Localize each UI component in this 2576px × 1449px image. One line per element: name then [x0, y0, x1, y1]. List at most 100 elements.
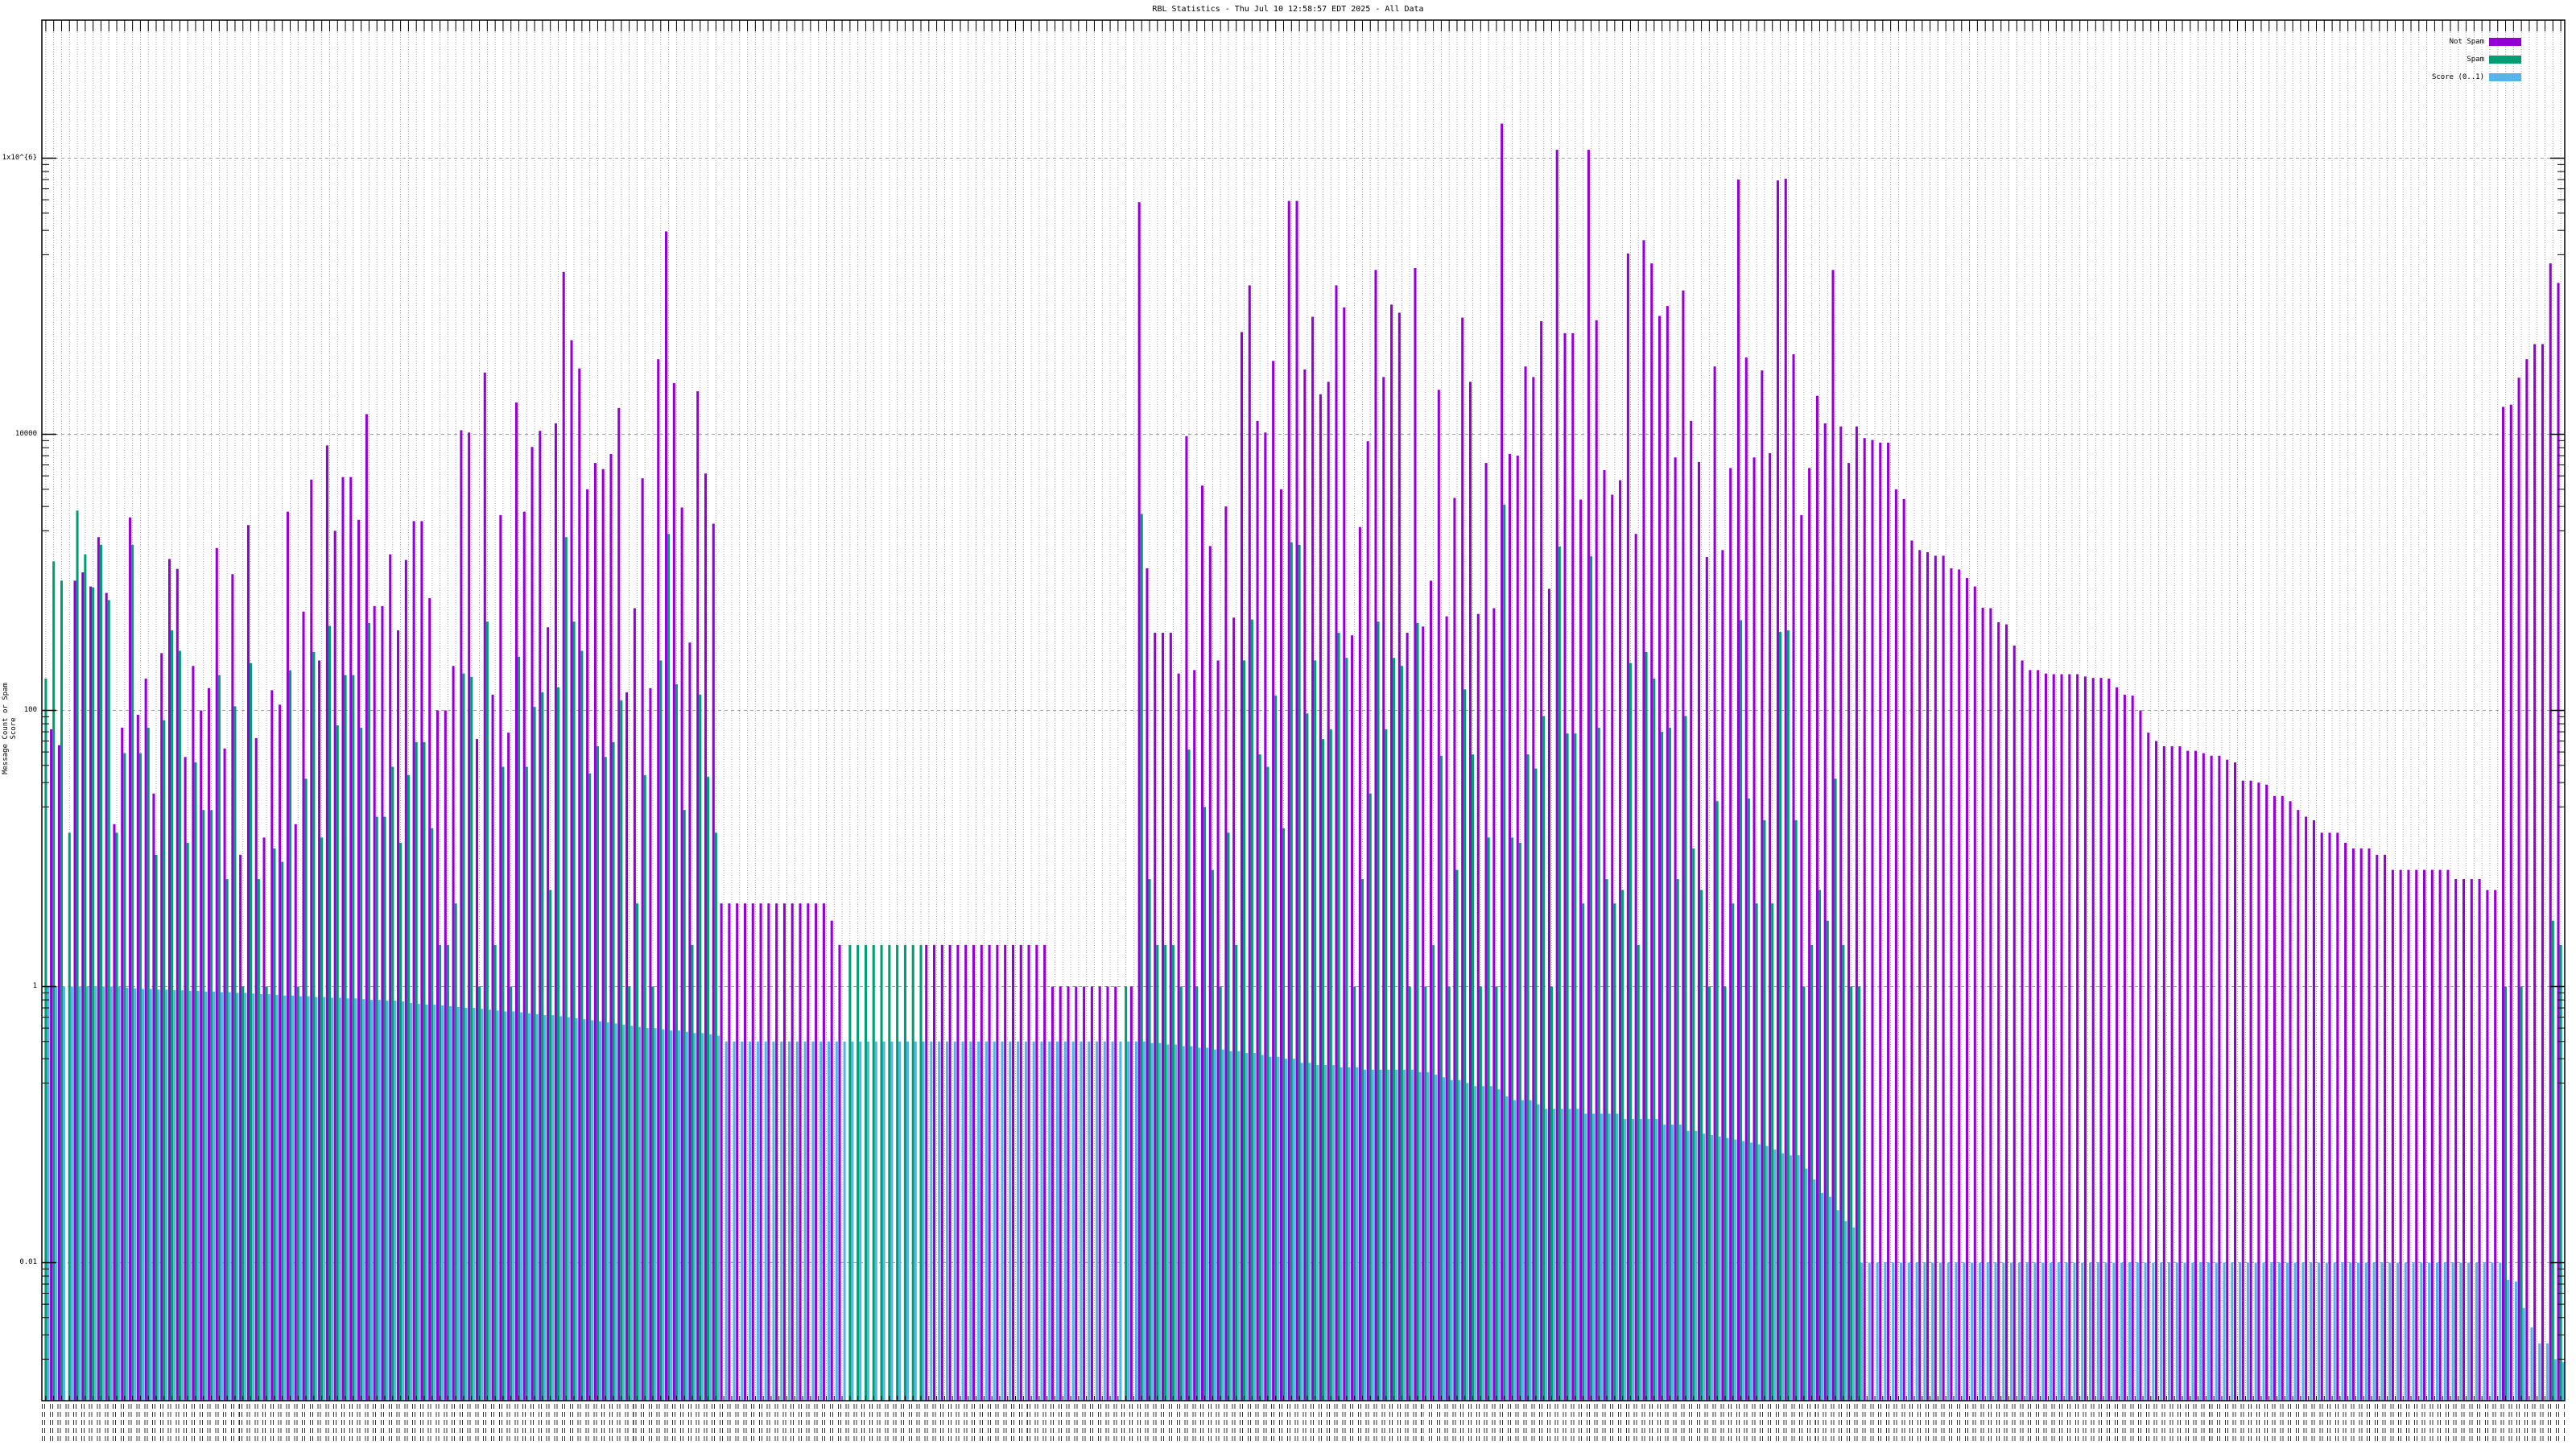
- bar-spam: [107, 600, 110, 1401]
- bar-score: [2167, 1262, 2171, 1401]
- bar-score: [2231, 1262, 2234, 1401]
- bar-not-spam: [89, 586, 93, 1401]
- bar-score: [1387, 1069, 1390, 1401]
- bar-not-spam: [1784, 179, 1787, 1401]
- bar-not-spam: [1272, 361, 1275, 1402]
- bar-spam: [273, 848, 276, 1401]
- bar-not-spam: [184, 757, 187, 1401]
- bar-not-spam: [1311, 316, 1315, 1401]
- bar-not-spam: [2470, 879, 2473, 1401]
- legend-item-spam: Spam: [2467, 56, 2521, 64]
- bar-score: [1553, 1108, 1556, 1401]
- bar-score: [2522, 1307, 2525, 1401]
- bar-not-spam: [1154, 633, 1157, 1401]
- bar-score: [1513, 1100, 1517, 1401]
- bar-spam: [1164, 944, 1167, 1401]
- bar-not-spam: [2044, 673, 2047, 1401]
- grid: [42, 20, 2565, 1401]
- bar-score: [496, 1010, 499, 1401]
- bar-score: [788, 1041, 791, 1401]
- bar-not-spam: [704, 473, 708, 1402]
- bar-spam: [1290, 542, 1293, 1402]
- bar-spam: [478, 986, 481, 1401]
- bar-score: [2128, 1262, 2132, 1401]
- bar-score: [2467, 1262, 2471, 1401]
- bar-score: [1805, 1168, 1808, 1401]
- bar-score: [1229, 1051, 1232, 1401]
- bar-score: [811, 1041, 815, 1401]
- bar-spam: [541, 692, 544, 1401]
- bar-score: [1134, 1041, 1138, 1401]
- bar-not-spam: [1595, 320, 1598, 1402]
- bar-score: [1670, 1125, 1674, 1401]
- y-tick-label: 0.01: [19, 1257, 37, 1266]
- bar-not-spam: [1516, 456, 1519, 1401]
- bar-not-spam: [1453, 497, 1456, 1401]
- bar-spam: [1661, 732, 1664, 1401]
- bar-spam: [288, 670, 292, 1401]
- bar-score: [94, 986, 97, 1401]
- legend-swatch: [2489, 38, 2521, 46]
- bar-not-spam: [2139, 710, 2142, 1401]
- bar-not-spam: [1831, 270, 1835, 1401]
- bar-score: [2246, 1262, 2249, 1401]
- bar-score: [1505, 1096, 1509, 1401]
- bar-score: [1828, 1196, 1831, 1401]
- bar-not-spam: [728, 903, 731, 1401]
- bar-not-spam: [1090, 986, 1093, 1401]
- bar-spam: [1140, 514, 1143, 1402]
- bar-spam: [186, 842, 189, 1401]
- bar-not-spam: [633, 608, 636, 1401]
- bar-score: [275, 994, 279, 1401]
- bar-score: [2199, 1262, 2202, 1401]
- bar-score: [2104, 1262, 2107, 1401]
- bar-score: [1844, 1220, 1847, 1401]
- bar-spam: [2504, 986, 2508, 1401]
- bar-not-spam: [239, 854, 242, 1401]
- bar-not-spam: [1430, 580, 1433, 1401]
- bar-not-spam: [2241, 780, 2244, 1401]
- bar-spam: [699, 694, 702, 1401]
- bar-not-spam: [1067, 986, 1070, 1401]
- bar-score: [780, 1041, 783, 1401]
- bar-not-spam: [2549, 263, 2552, 1402]
- bar-score: [1300, 1063, 1303, 1401]
- bar-score: [1261, 1055, 1264, 1401]
- bar-spam: [1125, 986, 1128, 1401]
- bar-score: [591, 1020, 594, 1401]
- bar-spam: [265, 986, 268, 1401]
- bar-spam: [620, 700, 623, 1401]
- bar-spam: [470, 676, 473, 1401]
- bar-not-spam: [688, 642, 691, 1401]
- bar-not-spam: [1863, 438, 1866, 1401]
- bar-score: [456, 1007, 460, 1401]
- bar-score: [402, 1001, 405, 1401]
- bar-spam: [896, 944, 899, 1401]
- bar-spam: [572, 621, 576, 1401]
- bar-score: [2096, 1262, 2099, 1401]
- bar-not-spam: [491, 694, 494, 1401]
- bar-spam: [1732, 903, 1735, 1401]
- bar-score: [1521, 1100, 1524, 1401]
- bar-not-spam: [2029, 670, 2032, 1401]
- bar-spam: [2551, 920, 2554, 1401]
- bar-not-spam: [1256, 420, 1259, 1401]
- bar-score: [1963, 1262, 1966, 1401]
- bar-not-spam: [1303, 369, 1307, 1402]
- bar-not-spam: [365, 414, 368, 1402]
- bar-not-spam: [207, 687, 211, 1401]
- bar-score: [78, 986, 81, 1401]
- bar-not-spam: [940, 944, 943, 1401]
- bar-not-spam: [1942, 555, 1945, 1401]
- bar-score: [2499, 1262, 2502, 1401]
- bar-score: [1418, 1071, 1422, 1401]
- bar-score: [228, 992, 231, 1401]
- bar-spam: [225, 879, 229, 1401]
- bar-not-spam: [1744, 357, 1748, 1402]
- bar-score: [2073, 1262, 2076, 1401]
- bar-score: [213, 991, 216, 1401]
- bar-score: [1946, 1262, 1950, 1401]
- bar-spam: [1211, 869, 1214, 1401]
- bar-not-spam: [2368, 848, 2371, 1401]
- bar-spam: [439, 944, 442, 1401]
